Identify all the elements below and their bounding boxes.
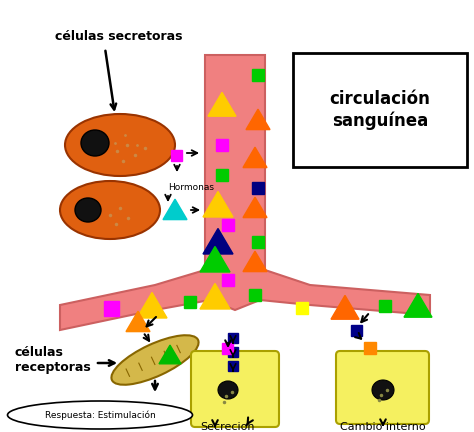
Bar <box>228 333 238 343</box>
Bar <box>222 219 234 231</box>
Bar <box>104 301 119 315</box>
Bar <box>364 342 376 354</box>
Text: células secretoras: células secretoras <box>55 30 182 43</box>
Polygon shape <box>208 92 236 116</box>
Polygon shape <box>331 295 359 319</box>
Ellipse shape <box>111 335 199 385</box>
Polygon shape <box>246 109 270 130</box>
Text: Hormonas: Hormonas <box>168 183 214 192</box>
Ellipse shape <box>65 114 175 176</box>
Polygon shape <box>404 293 432 317</box>
Ellipse shape <box>60 181 160 239</box>
Polygon shape <box>159 345 181 364</box>
Bar <box>252 182 264 194</box>
Bar <box>228 361 238 371</box>
Polygon shape <box>200 283 230 309</box>
Bar <box>249 289 261 301</box>
Polygon shape <box>203 191 233 217</box>
FancyBboxPatch shape <box>191 351 279 427</box>
Bar <box>228 347 238 357</box>
Bar <box>379 300 391 312</box>
Polygon shape <box>60 55 430 330</box>
Bar <box>296 302 308 314</box>
Bar <box>216 139 228 151</box>
Bar <box>222 343 234 353</box>
Text: Cambio interno: Cambio interno <box>340 422 426 432</box>
Text: circulación
sanguínea: circulación sanguínea <box>329 90 430 130</box>
Bar <box>352 324 363 336</box>
Polygon shape <box>243 251 267 272</box>
Ellipse shape <box>8 401 192 429</box>
Text: Secrecion: Secrecion <box>201 422 255 432</box>
Text: Respuesta: Estimulación: Respuesta: Estimulación <box>45 410 155 420</box>
Bar <box>252 236 264 248</box>
Polygon shape <box>200 247 230 272</box>
Bar <box>216 169 228 181</box>
Polygon shape <box>203 229 233 254</box>
Ellipse shape <box>218 381 238 399</box>
Polygon shape <box>137 292 167 318</box>
FancyBboxPatch shape <box>336 351 429 424</box>
Bar <box>222 274 234 286</box>
Polygon shape <box>243 147 267 168</box>
FancyBboxPatch shape <box>293 53 467 167</box>
Polygon shape <box>163 199 187 219</box>
Bar <box>252 69 264 81</box>
Polygon shape <box>243 197 267 218</box>
Polygon shape <box>126 311 150 332</box>
Text: células
receptoras: células receptoras <box>15 346 91 374</box>
Bar <box>184 296 196 308</box>
Ellipse shape <box>81 130 109 156</box>
Ellipse shape <box>372 380 394 400</box>
Bar <box>172 149 182 161</box>
Ellipse shape <box>75 198 101 222</box>
